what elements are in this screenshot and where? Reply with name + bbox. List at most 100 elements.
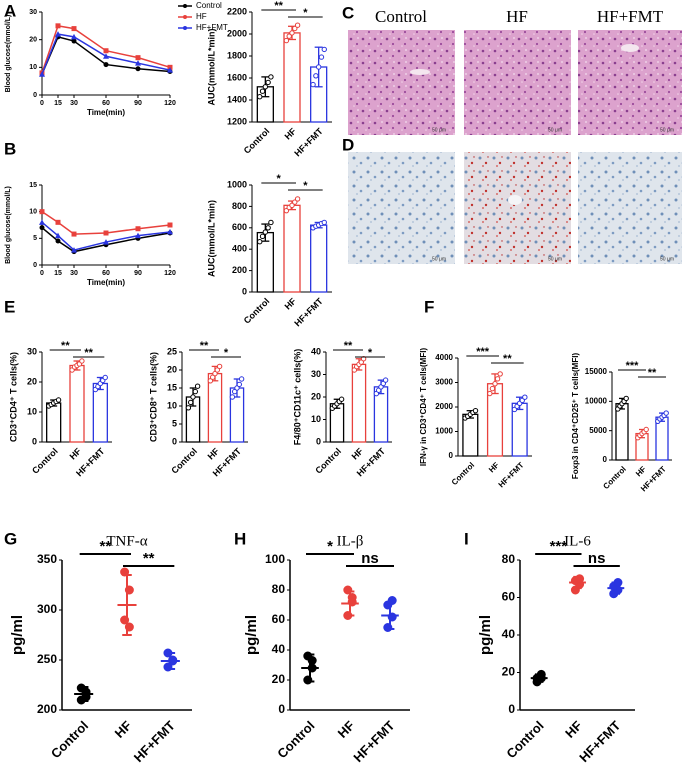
y-tick-label: 60	[272, 612, 286, 626]
marker	[103, 53, 109, 59]
marker	[103, 62, 109, 68]
y-tick-label: 600	[232, 222, 247, 232]
bar	[310, 224, 328, 293]
point	[102, 374, 108, 381]
y-tick-label: 10	[29, 209, 37, 216]
marker	[39, 225, 45, 231]
scale-bar-label: 50 μm	[660, 127, 674, 133]
y-tick-label: 40	[311, 346, 321, 356]
y-tick-label: 25	[167, 346, 177, 356]
significance-label: ***	[476, 346, 490, 358]
y-tick-label: 350	[37, 552, 57, 566]
y-tick-label: 800	[232, 201, 247, 211]
point	[268, 219, 274, 226]
y-axis-label: CD3⁺CD8⁺ T cells(%)	[148, 352, 158, 442]
scale-bar-label: 50 μm	[432, 256, 446, 262]
x-tick-label: HF+FMT	[497, 460, 526, 489]
marker	[135, 55, 141, 61]
y-tick-label: 0	[242, 286, 247, 296]
point	[321, 46, 327, 53]
x-tick-label: 15	[54, 270, 62, 277]
point	[382, 377, 389, 383]
point	[623, 395, 629, 402]
point	[283, 37, 290, 44]
line	[41, 24, 171, 74]
marker	[167, 67, 173, 73]
vessel	[621, 44, 639, 52]
panel-label: I	[464, 529, 469, 548]
y-tick-label: 0	[603, 455, 608, 464]
significance-label: **	[648, 367, 657, 379]
y-tick-label: 30	[311, 369, 321, 379]
y-tick-label: 1000	[227, 179, 247, 189]
marker	[135, 66, 141, 72]
x-axis-label: Time(min)	[87, 108, 125, 117]
point	[310, 81, 316, 88]
y-tick-label: 0	[172, 436, 177, 446]
y-tick-label: 10	[167, 400, 177, 410]
point	[343, 611, 353, 620]
y-axis-label: CD3⁺CD4⁺ T cells(%)	[8, 352, 18, 442]
y-tick-label: 200	[232, 265, 247, 275]
bar	[283, 204, 301, 293]
point	[522, 394, 528, 400]
scale-bar-label: 50 μm	[548, 256, 562, 262]
line	[41, 221, 171, 251]
marker	[39, 209, 45, 215]
y-tick-label: 0	[508, 702, 515, 716]
point	[262, 229, 269, 235]
point	[497, 371, 503, 377]
point	[487, 390, 493, 397]
marker	[55, 238, 61, 244]
point	[313, 73, 319, 79]
marker	[71, 247, 77, 253]
significance-label: **	[200, 340, 209, 352]
chart-title: IL-β	[337, 533, 364, 549]
marker	[39, 71, 45, 77]
marker	[103, 48, 109, 54]
y-tick-label: 2000	[435, 402, 453, 411]
y-tick-label: 0	[32, 436, 37, 446]
significance-label: **	[61, 340, 70, 352]
panel-label: B	[4, 139, 16, 158]
legend-marker	[183, 15, 187, 19]
point	[185, 405, 192, 411]
panel-label: F	[424, 297, 434, 316]
point	[315, 64, 322, 70]
y-tick-label: 3000	[435, 378, 453, 387]
significance-label: ***	[550, 538, 568, 555]
point	[472, 407, 479, 414]
point	[387, 612, 397, 622]
y-tick-label: 1400	[227, 94, 247, 104]
y-axis-label: pg/ml	[243, 615, 260, 655]
marker	[135, 60, 141, 66]
point	[257, 239, 263, 245]
point	[238, 376, 245, 382]
point	[236, 381, 243, 388]
y-tick-label: 30	[27, 346, 37, 356]
scale-bar-label: 50 μm	[660, 256, 674, 262]
marker	[55, 23, 61, 29]
point	[307, 663, 317, 673]
vessel	[410, 69, 430, 75]
y-tick-label: 60	[502, 590, 516, 604]
point	[307, 656, 317, 665]
column-label: HF	[506, 7, 528, 26]
point	[207, 378, 214, 384]
scale-bar-label: 50 μm	[548, 127, 562, 133]
x-tick-label: HF	[634, 464, 648, 478]
x-tick-label: 90	[134, 100, 142, 107]
marker	[55, 232, 61, 239]
histology: Control HF HF+FMT 50 μm 50 μm 50 μm 50 μ…	[348, 7, 682, 264]
marker	[103, 239, 109, 245]
point	[124, 622, 134, 632]
marker	[55, 219, 61, 225]
y-tick-label: 1000	[435, 427, 453, 436]
x-tick-label: HF	[487, 460, 501, 474]
marker	[135, 226, 141, 232]
point	[289, 30, 295, 36]
marker	[71, 26, 77, 32]
x-tick-label: Control	[30, 446, 60, 476]
point	[79, 358, 85, 364]
